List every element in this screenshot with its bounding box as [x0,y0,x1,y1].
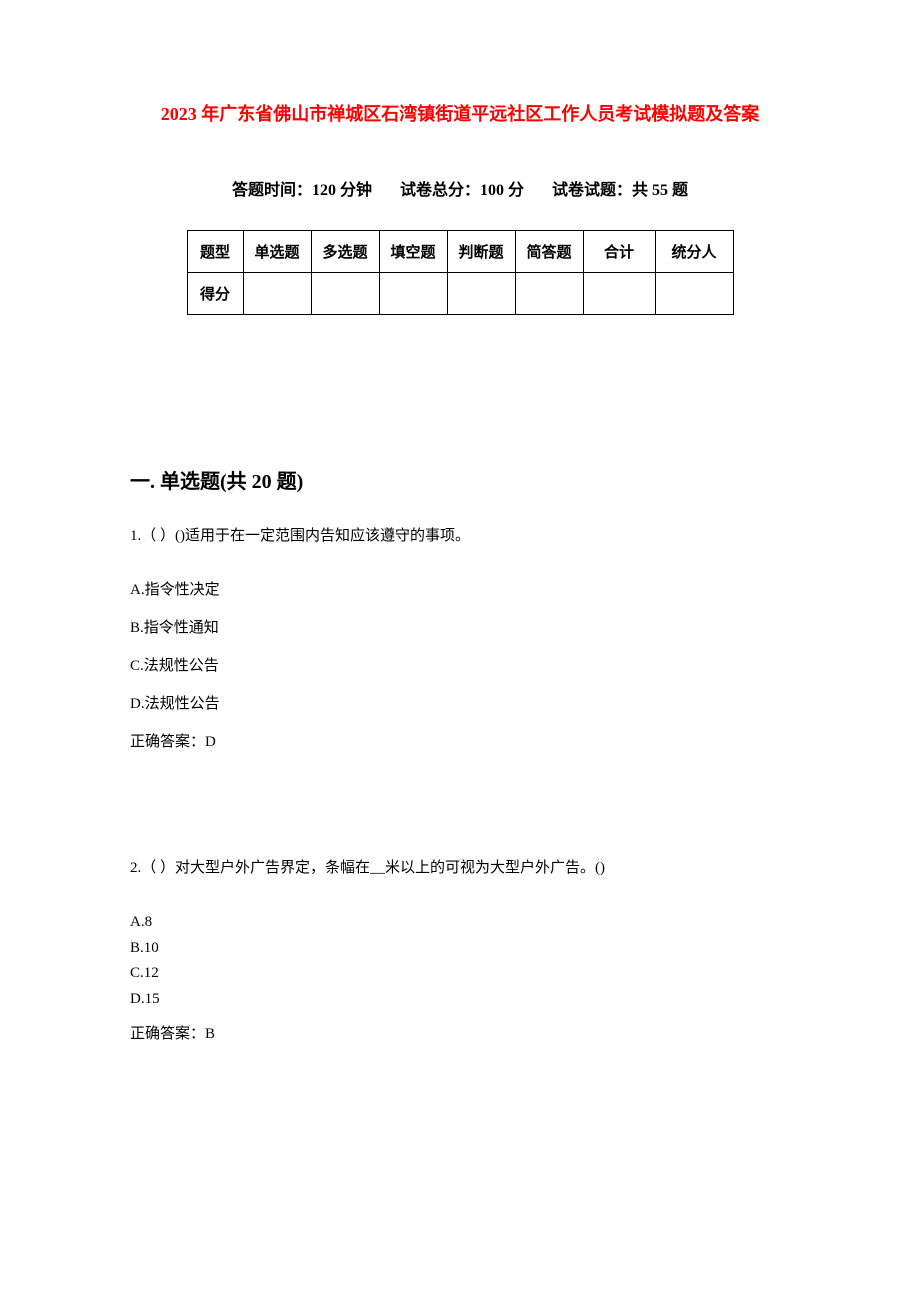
option-c: C.法规性公告 [130,654,790,678]
score-cell [447,273,515,315]
table-header-row: 题型 单选题 多选题 填空题 判断题 简答题 合计 统分人 [187,231,733,273]
header-total: 合计 [583,231,655,273]
header-single: 单选题 [243,231,311,273]
question-text: 1.（ ）()适用于在一定范围内告知应该遵守的事项。 [130,524,790,548]
option-c: C.12 [130,961,790,987]
option-a: A.指令性决定 [130,578,790,602]
correct-answer: 正确答案：D [130,730,790,751]
total-score: 试卷总分：100 分 [400,182,524,199]
time-limit: 答题时间：120 分钟 [232,182,372,199]
option-d: D.15 [130,987,790,1013]
score-row-label: 得分 [187,273,243,315]
exam-meta-info: 答题时间：120 分钟 试卷总分：100 分 试卷试题：共 55 题 [130,176,790,200]
score-cell [655,273,733,315]
header-type: 题型 [187,231,243,273]
option-d: D.法规性公告 [130,692,790,716]
correct-answer: 正确答案：B [130,1022,790,1043]
header-short: 简答题 [515,231,583,273]
option-b: B.10 [130,936,790,962]
score-cell [379,273,447,315]
table-score-row: 得分 [187,273,733,315]
question-2: 2.（ ）对大型户外广告界定，条幅在__米以上的可视为大型户外广告。() A.8… [130,856,790,1043]
question-count: 试卷试题：共 55 题 [552,182,688,199]
score-cell [583,273,655,315]
question-text: 2.（ ）对大型户外广告界定，条幅在__米以上的可视为大型户外广告。() [130,856,790,880]
section-heading: 一. 单选题(共 20 题) [130,465,790,494]
score-cell [243,273,311,315]
score-cell [515,273,583,315]
header-judge: 判断题 [447,231,515,273]
option-b: B.指令性通知 [130,616,790,640]
score-cell [311,273,379,315]
option-a: A.8 [130,910,790,936]
question-1: 1.（ ）()适用于在一定范围内告知应该遵守的事项。 A.指令性决定 B.指令性… [130,524,790,751]
document-title: 2023 年广东省佛山市禅城区石湾镇街道平远社区工作人员考试模拟题及答案 [130,100,790,126]
header-scorer: 统分人 [655,231,733,273]
header-multi: 多选题 [311,231,379,273]
score-table: 题型 单选题 多选题 填空题 判断题 简答题 合计 统分人 得分 [187,230,734,315]
header-fill: 填空题 [379,231,447,273]
